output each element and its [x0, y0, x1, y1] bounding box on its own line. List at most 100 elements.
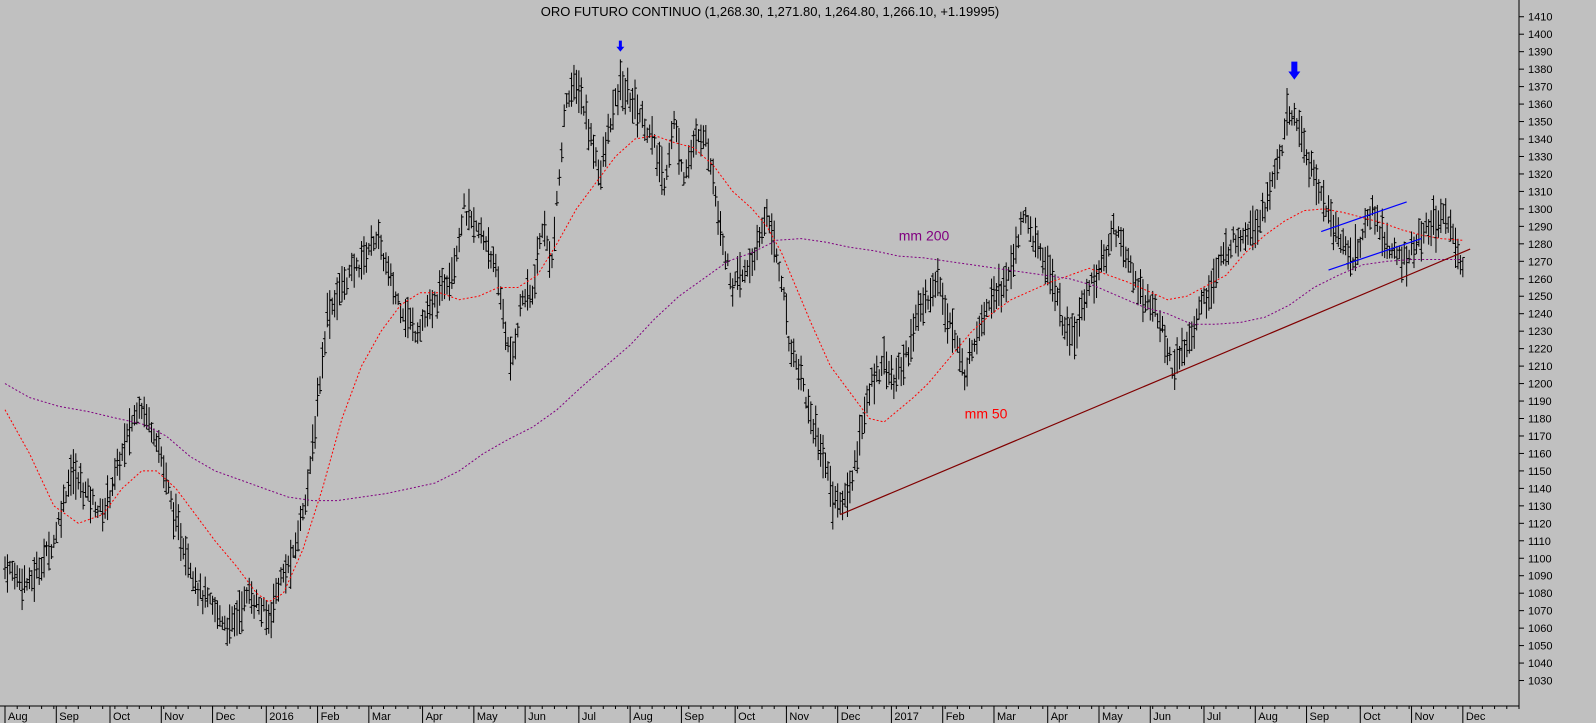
price-bar: [388, 263, 393, 287]
price-bar: [730, 278, 735, 307]
price-bar: [32, 557, 37, 602]
price-bar: [740, 269, 745, 282]
price-bar: [3, 556, 7, 580]
price-bar: [195, 582, 200, 607]
x-tick-label: May: [1102, 711, 1123, 723]
price-bar: [498, 286, 503, 310]
price-bar: [81, 482, 86, 510]
price-bar: [833, 485, 838, 509]
price-bar: [662, 177, 667, 196]
price-bar: [1167, 346, 1172, 362]
price-bar: [1170, 367, 1175, 379]
price-bar: [535, 236, 540, 274]
price-bar: [532, 264, 537, 299]
x-tick-label: Sep: [59, 711, 79, 723]
price-bar: [586, 118, 591, 151]
price-bar: [5, 554, 10, 593]
price-bar: [37, 557, 42, 585]
price-bar: [1006, 266, 1011, 281]
price-bar: [799, 355, 804, 391]
price-bar: [1370, 195, 1375, 216]
price-bar: [29, 570, 34, 592]
price-bar: [598, 160, 603, 190]
price-bar: [308, 455, 313, 475]
price-bar: [1055, 287, 1060, 306]
price-bar: [242, 586, 247, 612]
y-axis: 1030 1040 1050 1060 1070 1080 1090 1100 1110 1120…: [1518, 0, 1552, 706]
price-bar: [234, 600, 239, 636]
price-bar: [300, 502, 305, 521]
price-bar: [796, 358, 801, 390]
price-bar: [1377, 225, 1382, 240]
price-bar: [347, 264, 352, 278]
price-bar: [850, 470, 855, 491]
price-bar: [728, 272, 733, 290]
price-bar: [696, 129, 701, 143]
chart-annotations: mm 200 mm 50: [899, 227, 1008, 421]
price-bar: [1304, 149, 1309, 166]
price-bar: [1165, 338, 1170, 366]
price-bar: [193, 567, 198, 594]
price-bar: [44, 541, 49, 557]
price-bar: [1077, 297, 1082, 337]
price-bar: [1253, 210, 1258, 249]
price-bar: [1419, 221, 1424, 262]
y-tick-label: 1360: [1528, 99, 1552, 111]
price-bar: [1438, 198, 1443, 234]
y-tick-label: 1230: [1528, 326, 1552, 338]
price-bar: [1082, 289, 1087, 321]
price-bar: [139, 402, 144, 420]
price-bar: [845, 472, 850, 517]
x-tick-label: Aug: [8, 711, 28, 723]
price-bar: [296, 520, 301, 552]
series-annotation: mm 200: [899, 227, 950, 243]
price-bar: [303, 494, 308, 515]
price-bar: [1270, 171, 1275, 187]
price-bar: [359, 241, 364, 280]
price-bar: [476, 222, 481, 239]
price-bar: [457, 227, 462, 253]
price-bar: [1033, 217, 1038, 258]
y-tick-label: 1210: [1528, 361, 1552, 373]
y-tick-label: 1180: [1528, 414, 1552, 426]
price-bar: [1429, 210, 1434, 247]
price-bar: [415, 322, 420, 344]
x-tick-label: Nov: [1415, 711, 1435, 723]
price-bar: [401, 308, 406, 322]
price-bar: [518, 294, 523, 317]
x-tick-label: Nov: [164, 711, 184, 723]
price-bar: [291, 544, 296, 558]
price-bar: [821, 434, 826, 479]
price-bar: [183, 535, 188, 576]
price-bar: [357, 264, 362, 278]
price-bar: [491, 246, 496, 273]
series-line: [4, 238, 1463, 502]
price-bar: [479, 217, 484, 244]
price-bar: [1067, 318, 1072, 356]
price-bar: [879, 355, 884, 376]
price-bar: [1023, 207, 1028, 224]
price-bar: [672, 110, 677, 129]
price-bar: [1038, 243, 1043, 261]
price-bar: [510, 341, 515, 366]
price-bar: [630, 88, 635, 124]
price-bar: [530, 285, 535, 305]
price-bar: [1148, 295, 1153, 321]
price-bar: [86, 478, 91, 501]
price-bar: [1265, 182, 1270, 212]
price-bar: [950, 308, 955, 353]
price-bar: [867, 383, 872, 406]
price-bar: [261, 597, 266, 612]
price-bar: [1211, 258, 1216, 304]
price-bar: [713, 186, 718, 207]
price-bar: [691, 130, 696, 158]
price-bar: [703, 124, 708, 147]
price-bar: [1272, 158, 1277, 189]
price-bar: [305, 469, 310, 507]
price-bar: [22, 565, 27, 593]
price-bar: [1079, 290, 1084, 321]
price-bar: [203, 576, 208, 608]
price-bar: [405, 296, 410, 339]
price-bar: [413, 330, 418, 343]
price-bar: [1180, 327, 1185, 367]
